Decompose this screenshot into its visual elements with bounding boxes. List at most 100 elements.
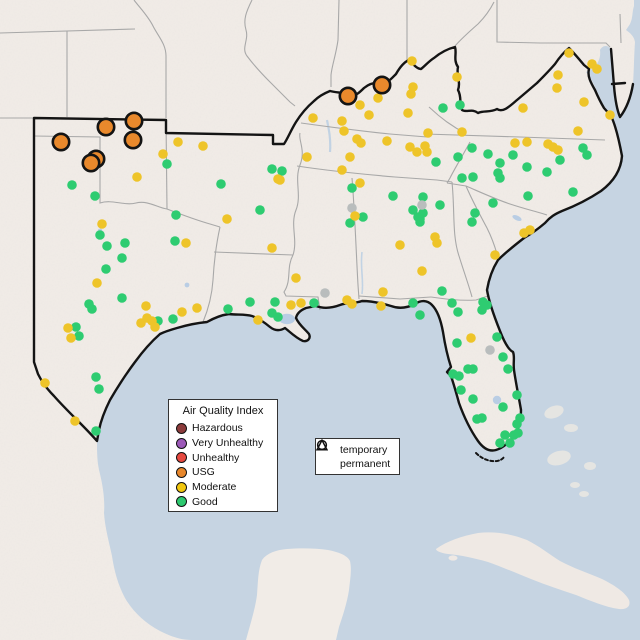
aqi-legend-item-unhealthy: Unhealthy bbox=[169, 450, 277, 465]
monitor-marker bbox=[407, 56, 417, 66]
monitor-marker bbox=[485, 345, 495, 355]
monitor-marker bbox=[275, 175, 285, 185]
monitor-marker bbox=[124, 111, 144, 131]
aqi-legend-label: Hazardous bbox=[192, 422, 243, 435]
monitor-marker bbox=[216, 179, 226, 189]
monitor-marker bbox=[495, 438, 505, 448]
monitor-marker bbox=[97, 219, 107, 229]
monitor-marker bbox=[592, 64, 602, 74]
aqi-legend-title: Air Quality Index bbox=[182, 405, 264, 417]
monitor-type-label: temporary bbox=[340, 444, 388, 456]
monitor-marker bbox=[71, 322, 81, 332]
aqi-legend-item-usg: USG bbox=[169, 465, 277, 480]
monitor-marker bbox=[171, 210, 181, 220]
monitor-marker bbox=[417, 266, 427, 276]
monitor-marker bbox=[117, 253, 127, 263]
moderate-swatch-icon bbox=[176, 481, 187, 493]
monitor-marker bbox=[423, 128, 433, 138]
aqi-legend-label: Unhealthy bbox=[192, 451, 240, 464]
monitor-marker bbox=[222, 214, 232, 224]
monitor-marker bbox=[302, 152, 312, 162]
monitor-marker bbox=[568, 187, 578, 197]
monitor-marker bbox=[438, 103, 448, 113]
monitor-marker bbox=[447, 298, 457, 308]
monitor-type-item-permanent: permanent bbox=[316, 439, 399, 471]
aqi-legend-item-hazardous: Hazardous bbox=[169, 421, 277, 436]
permanent-triangle-icon bbox=[316, 439, 336, 471]
monitor-marker bbox=[498, 352, 508, 362]
monitor-marker bbox=[378, 287, 388, 297]
monitor-marker bbox=[192, 303, 202, 313]
monitor-marker bbox=[492, 332, 502, 342]
monitor-marker bbox=[552, 83, 562, 93]
monitor-marker bbox=[466, 333, 476, 343]
lake-okeechobee bbox=[492, 395, 502, 405]
monitor-marker bbox=[345, 152, 355, 162]
aqi-legend-label: Good bbox=[192, 495, 218, 508]
monitor-marker bbox=[63, 323, 73, 333]
monitor-marker bbox=[467, 217, 477, 227]
monitor-marker bbox=[553, 70, 563, 80]
aqi-legend-label: Very Unhealthy bbox=[192, 437, 264, 450]
monitor-marker bbox=[267, 243, 277, 253]
monitor-marker bbox=[435, 200, 445, 210]
monitor-marker bbox=[90, 191, 100, 201]
monitor-marker bbox=[70, 416, 80, 426]
aqi-legend-item-very-unhealthy: Very Unhealthy bbox=[169, 436, 277, 451]
usg-swatch-icon bbox=[176, 466, 187, 478]
monitor-marker bbox=[422, 147, 432, 157]
monitor-marker bbox=[67, 180, 77, 190]
monitor-marker bbox=[376, 301, 386, 311]
monitor-marker bbox=[308, 113, 318, 123]
monitor-marker bbox=[457, 127, 467, 137]
monitor-marker bbox=[582, 150, 592, 160]
monitor-marker bbox=[286, 300, 296, 310]
monitor-marker bbox=[51, 132, 71, 152]
monitor-marker bbox=[522, 137, 532, 147]
river-lines bbox=[325, 119, 364, 295]
aqi-legend-item-moderate: Moderate bbox=[169, 480, 277, 495]
bahamas bbox=[544, 405, 596, 497]
monitor-marker bbox=[415, 217, 425, 227]
monitor-marker bbox=[102, 241, 112, 251]
monitor-marker bbox=[170, 236, 180, 246]
monitor-marker bbox=[579, 97, 589, 107]
monitor-marker bbox=[578, 143, 588, 153]
monitor-marker bbox=[267, 164, 277, 174]
monitor-marker bbox=[168, 314, 178, 324]
monitor-marker bbox=[403, 108, 413, 118]
florida-keys bbox=[475, 452, 505, 463]
monitor-marker bbox=[512, 390, 522, 400]
cuba-island bbox=[436, 532, 630, 610]
monitor-marker bbox=[418, 192, 428, 202]
monitor-marker bbox=[382, 136, 392, 146]
monitor-marker bbox=[94, 384, 104, 394]
monitor-marker bbox=[356, 138, 366, 148]
aqi-legend: Air Quality Index Hazardous Very Unhealt… bbox=[168, 399, 278, 512]
monitor-marker bbox=[162, 159, 172, 169]
monitor-marker bbox=[432, 238, 442, 248]
monitor-marker bbox=[468, 172, 478, 182]
monitor-marker bbox=[87, 304, 97, 314]
monitor-marker bbox=[277, 166, 287, 176]
monitor-marker bbox=[405, 142, 415, 152]
monitor-marker bbox=[518, 103, 528, 113]
monitor-marker bbox=[470, 208, 480, 218]
monitor-marker bbox=[564, 48, 574, 58]
aqi-legend-label: USG bbox=[192, 466, 215, 479]
monitor-marker bbox=[488, 198, 498, 208]
lake-pontchartrain bbox=[279, 313, 295, 325]
monitor-marker bbox=[355, 100, 365, 110]
monitor-marker bbox=[92, 278, 102, 288]
monitor-marker bbox=[270, 297, 280, 307]
monitor-marker bbox=[338, 86, 358, 106]
monitor-marker bbox=[553, 145, 563, 155]
monitor-marker bbox=[150, 322, 160, 332]
monitor-marker bbox=[508, 150, 518, 160]
yucatan-peninsula bbox=[246, 548, 351, 640]
monitor-marker bbox=[320, 288, 330, 298]
monitor-marker bbox=[337, 116, 347, 126]
monitor-marker bbox=[573, 126, 583, 136]
monitor-marker bbox=[437, 286, 447, 296]
monitor-marker bbox=[347, 299, 357, 309]
